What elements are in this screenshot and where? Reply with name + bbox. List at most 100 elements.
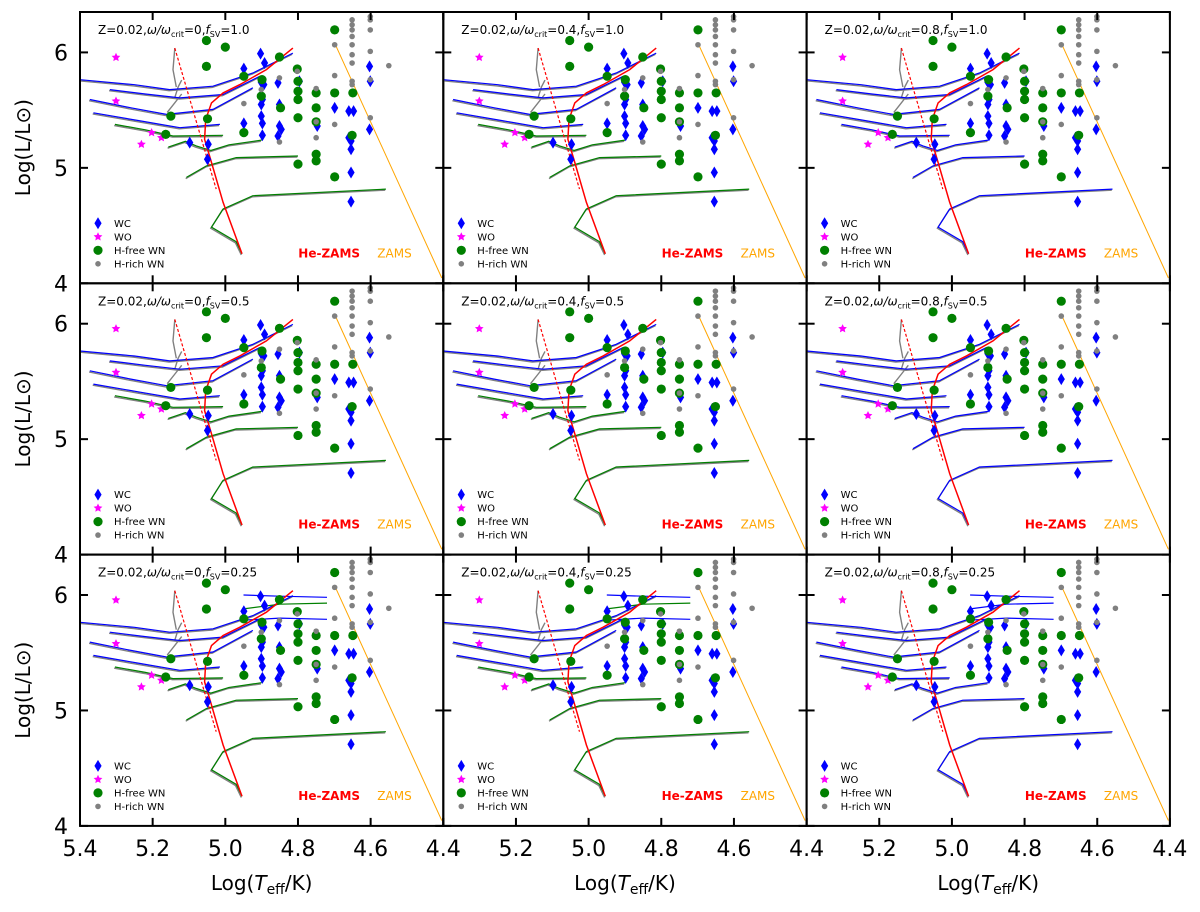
point-wc <box>603 605 611 618</box>
point-wc <box>637 129 645 142</box>
track-blue <box>93 654 220 671</box>
point-wc <box>1074 709 1082 722</box>
point-h-rich-wn <box>313 85 319 92</box>
track-gray <box>185 699 298 722</box>
point-wo <box>863 682 873 691</box>
track-lower <box>937 188 1113 254</box>
point-wc <box>567 153 575 166</box>
point-h-rich-wn <box>349 584 355 591</box>
point-wc <box>985 129 993 142</box>
point-wc <box>640 666 649 679</box>
track-blue <box>452 629 617 658</box>
title-z: Z=0.02, <box>98 294 147 308</box>
legend-marker-wc <box>94 759 102 772</box>
point-h-free-wn <box>1019 94 1030 105</box>
point-h-free-wn <box>1001 323 1011 333</box>
point-h-free-wn <box>638 52 648 62</box>
point-h-rich-wn <box>712 569 719 576</box>
point-wo <box>111 367 121 377</box>
point-h-free-wn <box>166 382 176 393</box>
point-h-rich-wn <box>1075 353 1082 359</box>
track-gray <box>530 411 625 424</box>
point-wo <box>520 133 530 142</box>
point-h-free-wn <box>311 420 321 431</box>
track-gray <box>477 667 586 681</box>
point-wo <box>500 139 510 148</box>
legend-label: H-rich WN <box>114 802 164 813</box>
track-gray-hook <box>172 319 177 359</box>
track-blue <box>109 347 261 370</box>
track-gray <box>806 53 1020 92</box>
track-gray-hook <box>529 93 546 113</box>
point-wo <box>111 52 121 62</box>
x-axis-label: Log(Teff/K) <box>574 871 676 898</box>
title-fsv-value: =0.5 <box>220 294 249 308</box>
point-h-free-wn <box>965 128 976 138</box>
point-wc <box>622 117 630 130</box>
point-h-free-wn <box>887 129 897 139</box>
title-fsv-value: =1.0 <box>595 23 624 37</box>
title-crit: crit <box>534 30 547 39</box>
point-wc <box>710 738 718 751</box>
point-h-free-wn <box>984 346 994 356</box>
point-h-rich-wn <box>657 339 664 346</box>
title-omega-value: =0.4, <box>547 294 580 308</box>
point-h-rich-wn <box>331 584 338 591</box>
track-blue <box>819 112 947 129</box>
point-h-free-wn <box>711 88 721 98</box>
point-h-rich-wn <box>313 661 319 668</box>
point-wc <box>603 333 611 346</box>
point-wc <box>277 123 285 136</box>
point-wc <box>620 318 628 331</box>
panel-5: WC WO H-free WN H-rich WN He-ZAMS ZAMS Z=0.02,… <box>442 282 808 556</box>
point-h-free-wn <box>1002 374 1012 384</box>
zams-label: ZAMS <box>377 246 411 260</box>
point-h-free-wn <box>1056 25 1066 35</box>
point-h-rich-wn <box>1094 27 1100 33</box>
point-h-rich-wn <box>1021 339 1027 346</box>
point-h-rich-wn <box>349 33 355 40</box>
track-lower <box>937 459 1113 526</box>
point-wc <box>729 60 737 73</box>
panel-title: Z=0.02,ω/ωcrit=0.4,fSV=1.0 <box>461 23 624 39</box>
point-wo <box>111 96 121 105</box>
track-gray-hook <box>166 93 183 113</box>
point-wc <box>256 318 265 331</box>
title-f: f <box>944 23 950 37</box>
point-wo <box>137 139 146 148</box>
track-blue <box>819 654 947 671</box>
point-wc <box>1004 666 1012 679</box>
track-gray <box>209 732 386 798</box>
track-gray <box>80 324 293 363</box>
title-omega: ω/ω <box>510 23 534 37</box>
point-h-free-wn <box>584 585 594 595</box>
track-gray <box>819 113 946 130</box>
point-wc <box>931 138 939 151</box>
point-wc <box>708 105 716 118</box>
point-h-rich-wn <box>1075 22 1082 28</box>
point-h-rich-wn <box>349 22 355 28</box>
legend-label: H-rich WN <box>841 802 891 813</box>
point-h-free-wn <box>965 670 976 680</box>
panel-title: Z=0.02,ω/ωcrit=0,fSV=0.5 <box>98 294 249 310</box>
point-h-rich-wn <box>367 386 374 392</box>
point-h-rich-wn <box>258 86 265 93</box>
point-h-rich-wn <box>1075 298 1082 304</box>
point-h-rich-wn <box>331 344 338 350</box>
point-wc <box>277 666 285 679</box>
title-crit: crit <box>898 30 911 39</box>
legend-marker-wc <box>457 488 465 501</box>
title-sv: SV <box>584 30 595 39</box>
legend-marker-wo <box>456 503 466 512</box>
point-h-free-wn <box>656 113 666 123</box>
legend-marker-h-free-wn <box>820 788 830 798</box>
point-h-free-wn <box>293 702 303 712</box>
point-wc <box>1074 738 1082 751</box>
legend-marker-wc <box>821 217 829 230</box>
title-f: f <box>206 566 212 580</box>
legend-marker-h-rich-wn <box>458 532 465 538</box>
track-gray <box>806 596 1020 635</box>
point-h-free-wn <box>602 670 612 680</box>
zams-label: ZAMS <box>1104 789 1138 803</box>
point-h-rich-wn <box>695 664 701 670</box>
